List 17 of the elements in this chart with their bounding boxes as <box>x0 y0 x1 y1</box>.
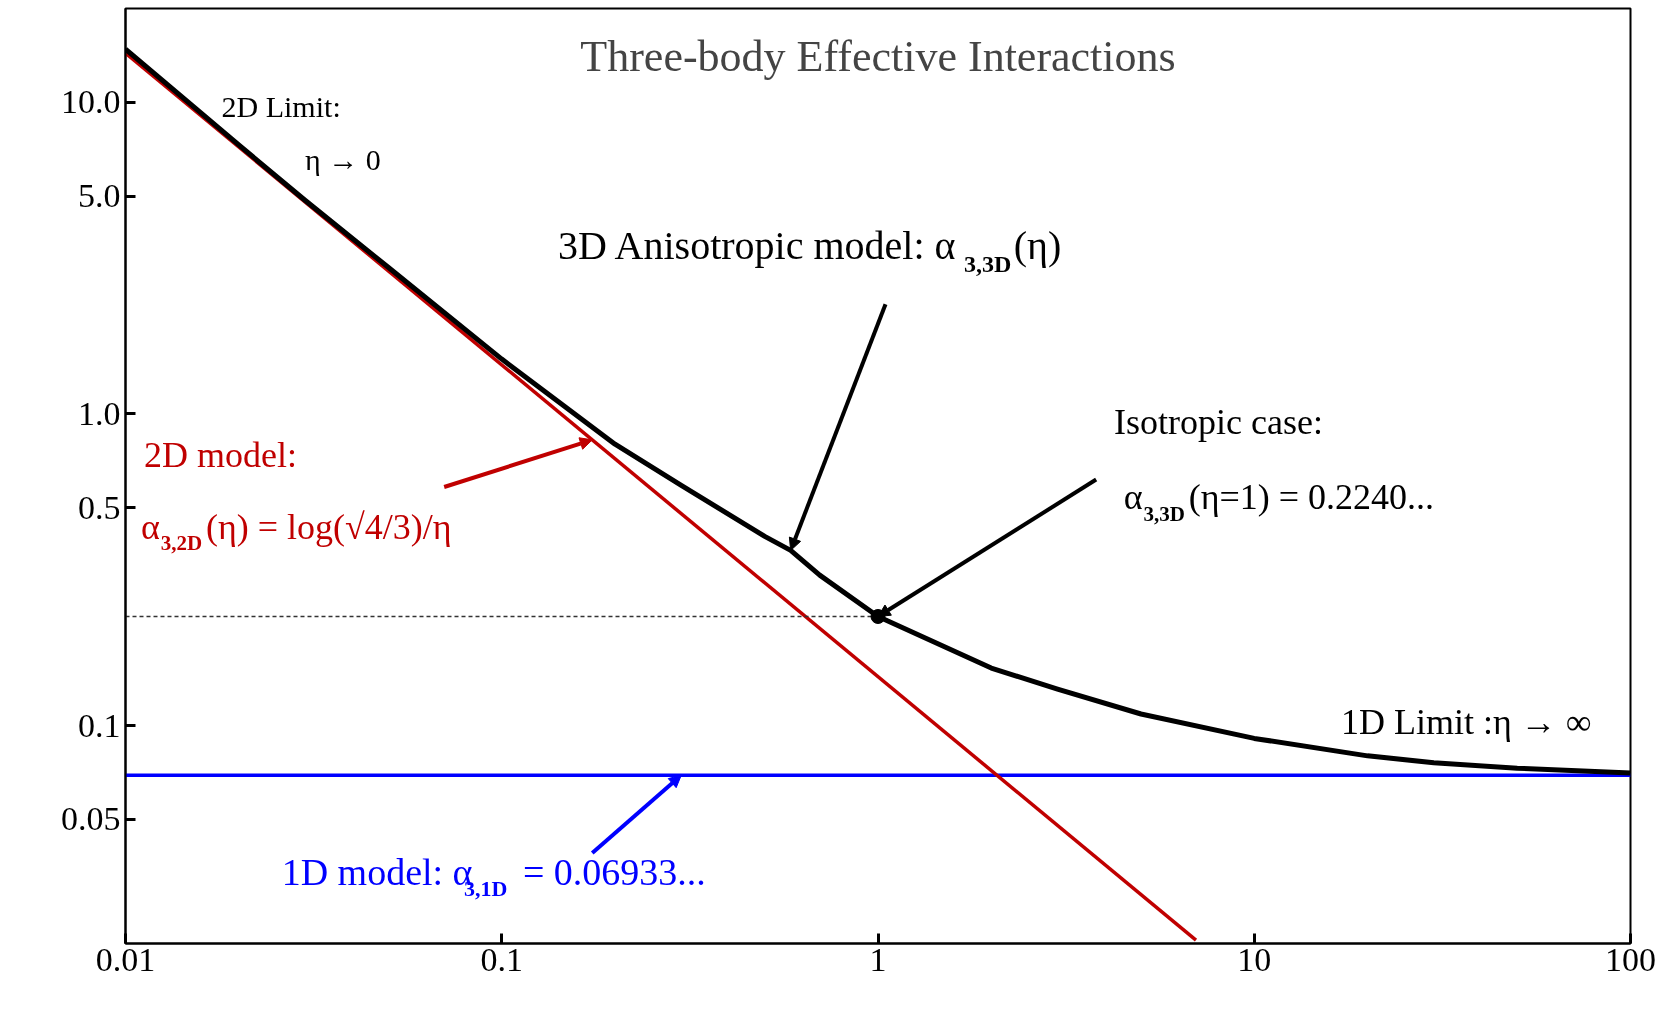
annotation: 1D Limit :η → ∞ <box>1340 701 1592 742</box>
y-tick-label: 0.1 <box>78 706 121 744</box>
y-tick-label: 10.0 <box>61 83 121 121</box>
x-tick-label: 0.1 <box>480 940 523 978</box>
x-tick-label: 100 <box>1605 940 1656 978</box>
y-tick-label: 0.05 <box>61 800 121 838</box>
annotation: 2D model: <box>144 434 297 475</box>
x-tick-label: 10 <box>1237 940 1272 978</box>
y-tick-label: 1.0 <box>78 394 121 432</box>
text: Three-body Effective Interactions <box>580 32 1176 81</box>
y-tick-label: 0.5 <box>78 488 121 526</box>
y-tick-label: 5.0 <box>78 177 121 215</box>
annotation: Isotropic case: <box>1114 402 1323 443</box>
x-tick-label: 1 <box>869 940 887 978</box>
annotation: 2D Limit: <box>221 89 341 123</box>
x-tick-label: 0.01 <box>95 940 156 978</box>
annotation: η → 0 <box>305 142 381 176</box>
